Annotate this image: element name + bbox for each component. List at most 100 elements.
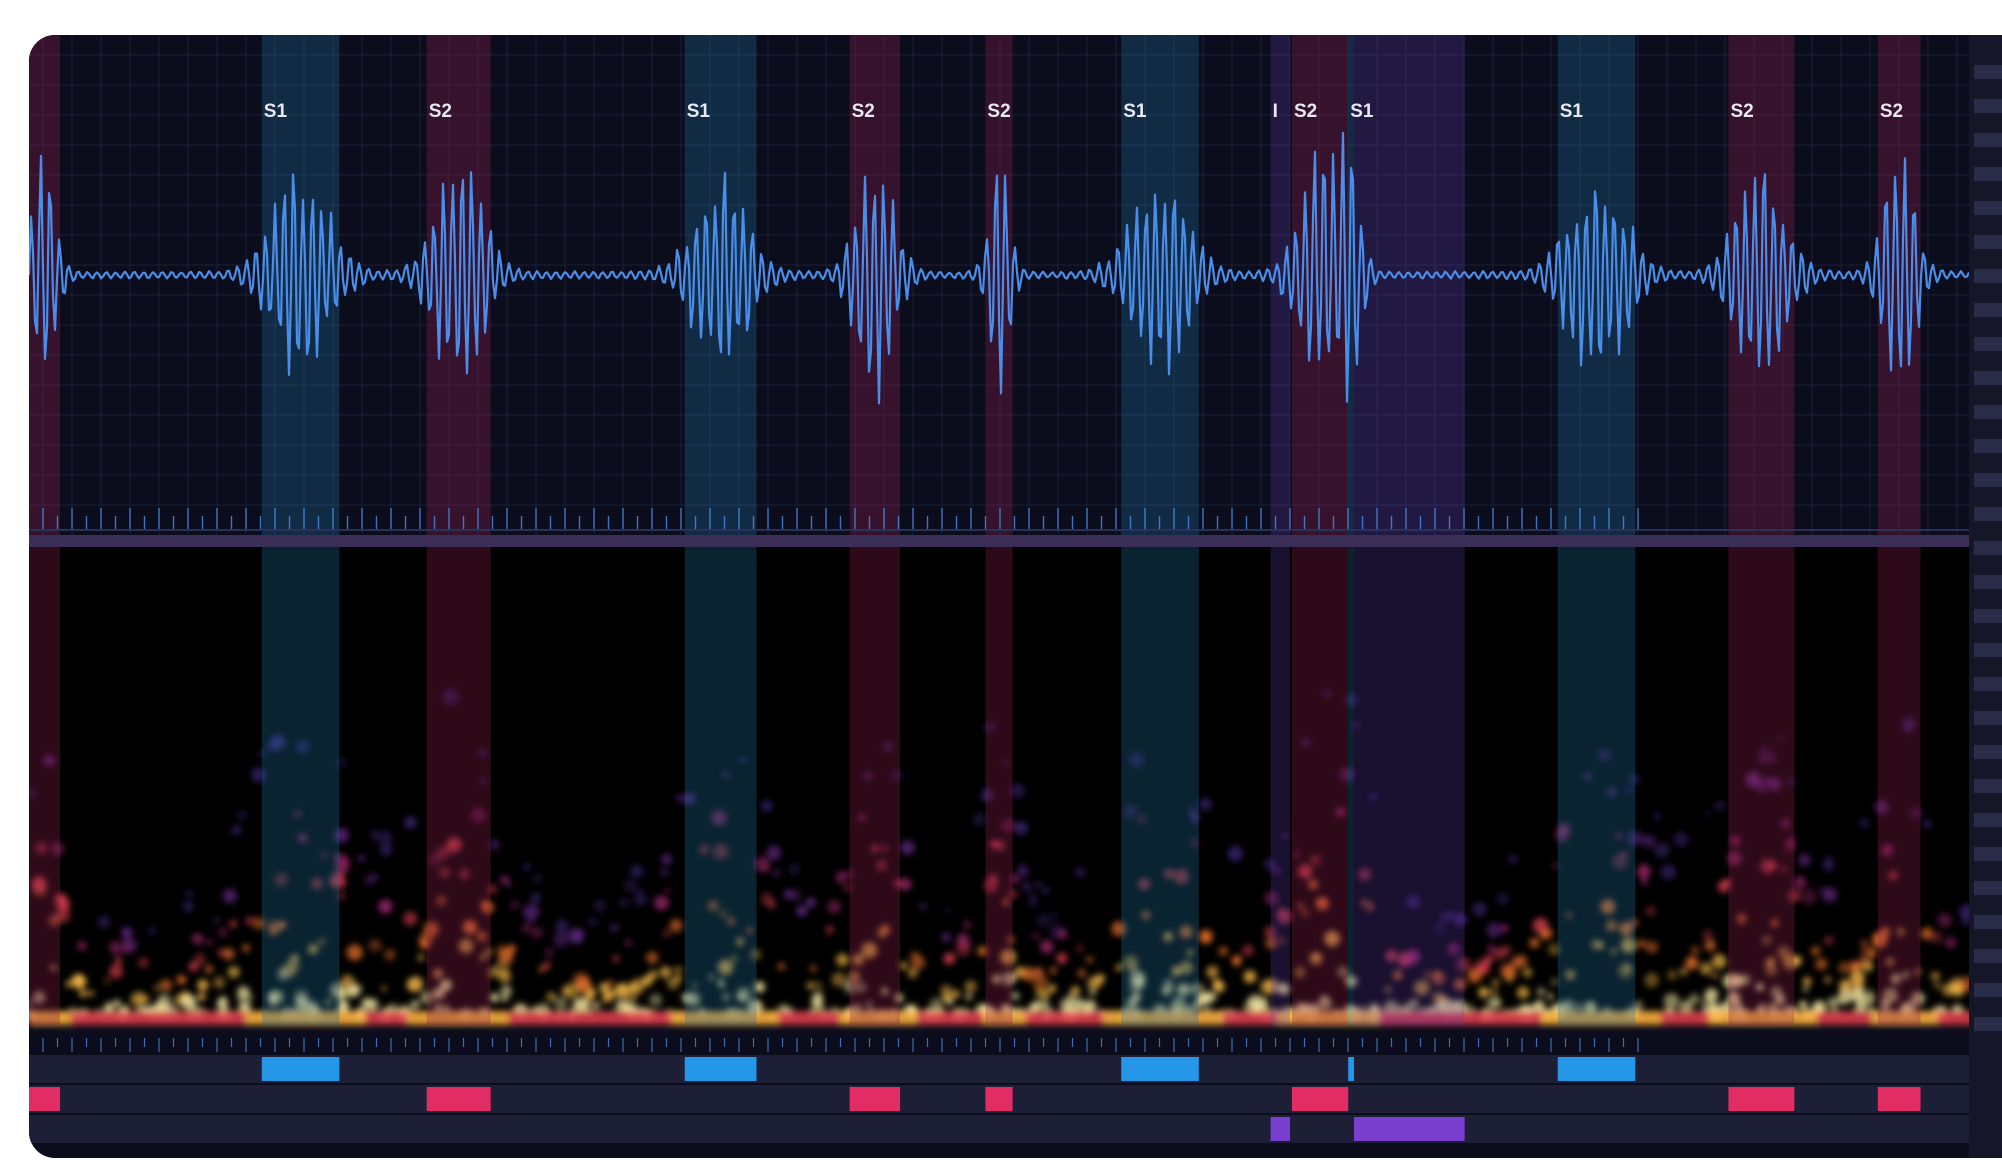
- scale-tick: [1974, 541, 2002, 555]
- spectrogram-cell: [134, 991, 147, 1004]
- spectrogram-cell: [662, 928, 672, 938]
- spectrogram-cell: [1561, 999, 1576, 1014]
- spectrogram-cell: [1141, 910, 1151, 920]
- spectrogram-cell: [1014, 821, 1028, 835]
- spectrogram-cell: [1361, 1011, 1368, 1025]
- spectrogram-cell: [739, 756, 747, 764]
- spectrogram-cell: [1397, 1011, 1404, 1025]
- spectrogram-cell: [983, 721, 996, 733]
- spectrogram-cell: [707, 900, 719, 912]
- spectrogram-cell: [1277, 936, 1286, 945]
- spectrogram-cell: [1925, 1011, 1932, 1025]
- spectrogram-cell: [149, 1011, 156, 1025]
- spectrogram-cell: [1919, 1011, 1926, 1025]
- spectrogram-cell: [1499, 963, 1515, 979]
- spectrogram-cell: [227, 966, 240, 979]
- spectrogram-cell: [1868, 949, 1877, 958]
- spectrogram-cell: [1903, 724, 1913, 734]
- phonocardiogram-panel: S1 S2 S1 S2 S2 S1 I S2 S1 S1 S2 S2: [29, 35, 2002, 1158]
- spectrogram-cell: [899, 961, 908, 970]
- spectrogram-cell: [1128, 751, 1145, 768]
- spectrogram-cell: [1163, 977, 1174, 989]
- spectrogram-cell: [743, 1011, 750, 1025]
- spectrogram-cell: [1433, 1011, 1440, 1025]
- spectrogram-cell: [1605, 919, 1618, 932]
- spectrogram-cell: [593, 899, 607, 913]
- spectrogram-cell: [1171, 966, 1182, 977]
- spectrogram-cell: [378, 830, 393, 846]
- spectrogram-cell: [843, 883, 852, 893]
- spectrogram-cell: [659, 1011, 666, 1025]
- segment-label: S1: [1350, 101, 1374, 122]
- spectrogram-cell: [625, 990, 638, 1003]
- spectrogram-cell: [176, 975, 187, 985]
- spectrogram-cell: [857, 1011, 864, 1025]
- spectrogram-cell: [1007, 1011, 1014, 1025]
- spectrogram-cell: [1757, 1011, 1764, 1025]
- spectrogram-cell: [125, 1011, 132, 1025]
- spectrogram-cell: [563, 1011, 570, 1025]
- spectrogram-cell: [1271, 1011, 1278, 1025]
- scale-tick: [1974, 847, 2002, 861]
- spectrogram-cell: [1793, 875, 1807, 890]
- spectrogram-cell: [533, 1011, 540, 1025]
- spectrogram-cell: [1798, 1000, 1808, 1010]
- spectrogram-cell: [425, 1011, 432, 1025]
- spectrogram-cell: [389, 1011, 396, 1025]
- spectrogram-cell: [1673, 1011, 1680, 1025]
- spectrogram-cell: [1472, 902, 1487, 917]
- spectrogram-cell: [439, 867, 450, 878]
- spectrogram-cell: [767, 1011, 774, 1025]
- spectrogram-cell: [251, 767, 267, 783]
- spectrogram-cell: [671, 1011, 678, 1025]
- spectrogram-cell: [1685, 956, 1699, 970]
- spectrogram-cell: [221, 1011, 228, 1025]
- spectrogram-cell: [401, 1011, 408, 1025]
- spectrogram-cell: [418, 932, 433, 948]
- spectrogram-cell: [503, 1011, 510, 1025]
- spectrogram-cell: [1841, 1011, 1848, 1025]
- spectrogram-cell: [1324, 930, 1340, 947]
- scale-tick: [1974, 473, 2002, 487]
- spectrogram-cell: [825, 925, 834, 934]
- spectrogram-cell: [1469, 1011, 1476, 1025]
- spectrogram-cell: [462, 919, 478, 935]
- spectrogram-cell: [543, 961, 551, 969]
- spectrogram-cell: [1824, 976, 1832, 984]
- spectrogram-cell: [1793, 1011, 1800, 1025]
- spectrogram-cell: [1335, 807, 1346, 817]
- spectrogram-cell: [384, 948, 396, 961]
- spectrogram-cell: [281, 1011, 288, 1025]
- spectrogram-cell: [113, 1011, 120, 1025]
- spectrogram-cell: [1175, 1011, 1182, 1025]
- spectrogram-cell: [691, 982, 698, 989]
- spectrogram-cell: [197, 1011, 204, 1025]
- spectrogram-cell: [707, 1011, 714, 1025]
- spectrogram-cell: [848, 970, 861, 983]
- spectrogram-cell: [1097, 1011, 1104, 1025]
- spectrogram-cell: [109, 940, 120, 952]
- spectrogram-cell: [1922, 819, 1932, 829]
- spectrogram-cell: [153, 984, 161, 992]
- spectrogram-cell: [1511, 1011, 1518, 1025]
- spectrogram-cell: [308, 944, 319, 955]
- spectrogram-cell: [1373, 1011, 1380, 1025]
- spectrogram-cell: [1379, 1011, 1386, 1025]
- spectrogram-cell: [1760, 858, 1776, 874]
- scale-tick: [1974, 99, 2002, 113]
- spectrogram-cell: [686, 992, 701, 1007]
- spectrogram-cell: [875, 1011, 882, 1025]
- spectrogram-cell: [1218, 946, 1228, 956]
- spectrogram-cell: [340, 975, 355, 990]
- spectrogram-cell: [1877, 1011, 1884, 1025]
- scale-tick: [1974, 133, 2002, 147]
- spectrogram-cell: [1265, 1011, 1272, 1025]
- spectrogram-cell: [1061, 1011, 1068, 1025]
- spectrogram-cell: [1467, 968, 1482, 983]
- scale-tick: [1974, 949, 2002, 963]
- spectrogram-cell: [1021, 967, 1036, 981]
- spectrogram-cell: [717, 959, 734, 975]
- spectrogram-cell: [579, 999, 592, 1013]
- spectrogram-cell: [1679, 967, 1688, 976]
- spectrogram-cell: [1654, 842, 1670, 858]
